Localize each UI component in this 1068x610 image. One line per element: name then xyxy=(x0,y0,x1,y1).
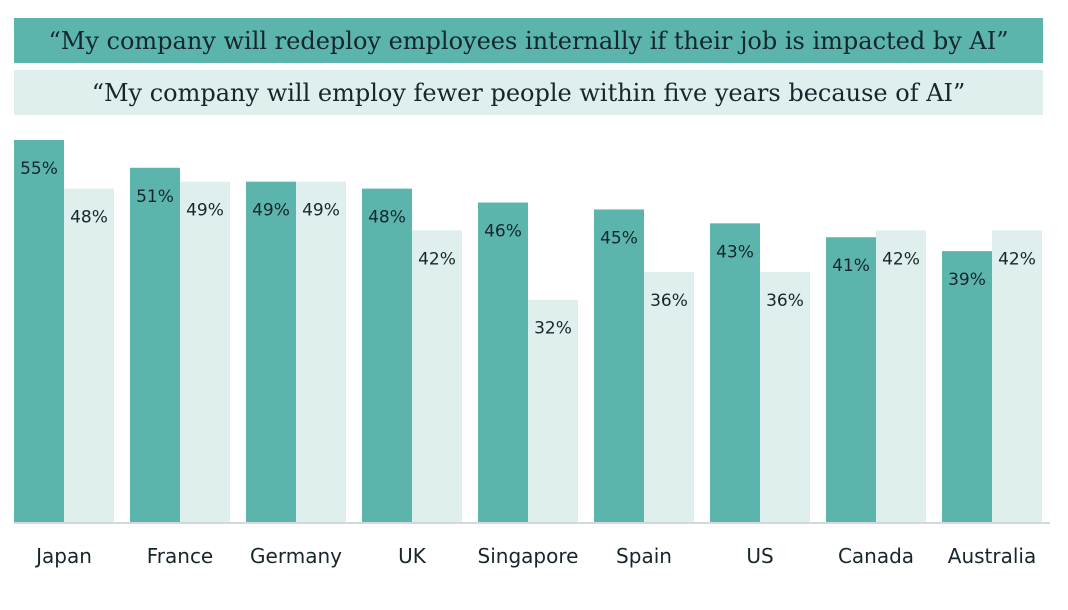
category-label-france: France xyxy=(147,544,214,568)
data-label-redeploy-germany: 49% xyxy=(252,201,290,221)
bar-redeploy-us xyxy=(710,223,760,522)
bar-employ-fewer-us xyxy=(760,271,810,522)
category-label-japan: Japan xyxy=(34,544,92,568)
data-label-employ-fewer-singapore: 32% xyxy=(534,319,572,339)
data-label-employ-fewer-japan: 48% xyxy=(70,208,108,228)
category-label-germany: Germany xyxy=(250,544,342,568)
data-label-redeploy-spain: 45% xyxy=(600,228,638,248)
bar-employ-fewer-spain xyxy=(644,271,694,522)
bar-employ-fewer-japan xyxy=(64,188,114,523)
data-label-redeploy-japan: 55% xyxy=(20,159,58,179)
data-label-redeploy-us: 43% xyxy=(716,242,754,262)
data-label-redeploy-canada: 41% xyxy=(832,256,870,276)
bar-redeploy-spain xyxy=(594,209,644,523)
category-label-us: US xyxy=(746,544,773,568)
bar-redeploy-uk xyxy=(362,188,412,523)
legend-series-employ-fewer: “My company will employ fewer people wit… xyxy=(14,70,1043,115)
data-label-redeploy-australia: 39% xyxy=(948,270,986,290)
bar-redeploy-france xyxy=(130,167,180,523)
bar-employ-fewer-singapore xyxy=(528,299,578,522)
bar-redeploy-australia xyxy=(942,251,992,523)
bar-employ-fewer-france xyxy=(180,181,230,522)
bar-employ-fewer-australia xyxy=(992,230,1042,523)
data-label-employ-fewer-australia: 42% xyxy=(998,249,1036,269)
data-label-employ-fewer-canada: 42% xyxy=(882,249,920,269)
category-label-spain: Spain xyxy=(616,544,672,568)
data-label-redeploy-singapore: 46% xyxy=(484,222,522,242)
data-label-redeploy-uk: 48% xyxy=(368,208,406,228)
category-label-singapore: Singapore xyxy=(478,544,579,568)
data-label-employ-fewer-spain: 36% xyxy=(650,291,688,311)
bar-employ-fewer-germany xyxy=(296,181,346,522)
data-label-employ-fewer-germany: 49% xyxy=(302,201,340,221)
bar-redeploy-japan xyxy=(14,140,64,522)
bar-redeploy-singapore xyxy=(478,202,528,522)
data-label-employ-fewer-uk: 42% xyxy=(418,249,456,269)
bar-employ-fewer-uk xyxy=(412,230,462,523)
legend-series-redeploy: “My company will redeploy employees inte… xyxy=(14,18,1043,63)
bar-redeploy-germany xyxy=(246,181,296,522)
data-label-employ-fewer-us: 36% xyxy=(766,291,804,311)
category-label-australia: Australia xyxy=(948,544,1036,568)
data-label-redeploy-france: 51% xyxy=(136,187,174,207)
bar-redeploy-canada xyxy=(826,237,876,522)
category-label-uk: UK xyxy=(398,544,427,568)
data-label-employ-fewer-france: 49% xyxy=(186,201,224,221)
bar-employ-fewer-canada xyxy=(876,230,926,523)
category-label-canada: Canada xyxy=(838,544,914,568)
